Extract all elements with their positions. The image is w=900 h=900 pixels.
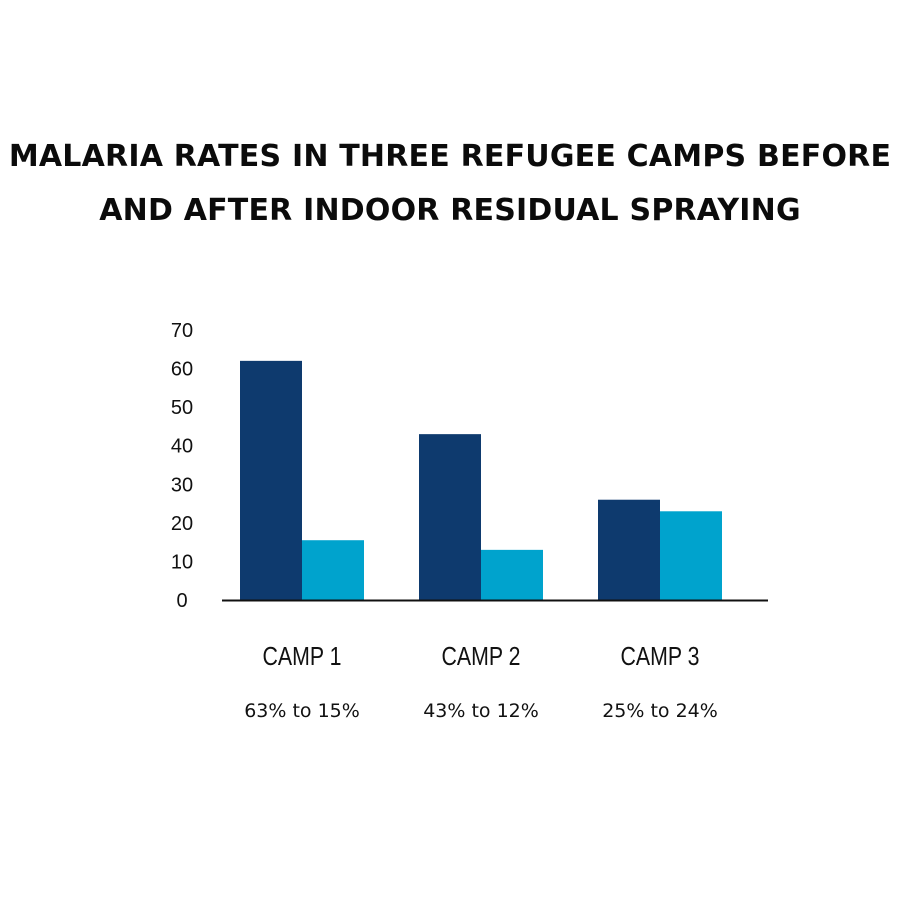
y-tick-label: 30 (171, 474, 193, 496)
category-label: CAMP 2 (442, 642, 521, 672)
category-label: CAMP 3 (621, 642, 700, 672)
bar-after-camp-2 (481, 549, 543, 600)
y-tick-label: 20 (171, 513, 193, 535)
bar-after-camp-1 (302, 540, 364, 600)
y-tick-label: 0 (176, 590, 187, 612)
chart-title-line-1: MALARIA RATES IN THREE REFUGEE CAMPS BEF… (8, 139, 892, 174)
bar-before-camp-3 (598, 499, 660, 600)
chart-title-line-2: AND AFTER INDOOR RESIDUAL SPRAYING (99, 193, 801, 228)
y-tick-label: 40 (171, 436, 193, 458)
camp-change-label: 25% to 24% (602, 700, 718, 722)
bar-before-camp-2 (419, 434, 481, 600)
camp-change-label: 63% to 15% (244, 700, 360, 722)
y-tick-label: 10 (171, 551, 193, 573)
y-tick-label: 70 (171, 320, 193, 342)
bar-after-camp-3 (660, 511, 722, 600)
camp-change-label: 43% to 12% (423, 700, 539, 722)
bar-before-camp-1 (240, 360, 302, 600)
y-tick-label: 50 (171, 397, 193, 419)
y-tick-label: 60 (171, 359, 193, 381)
chart-title: MALARIA RATES IN THREE REFUGEE CAMPS BEF… (0, 130, 900, 238)
category-label: CAMP 1 (263, 642, 342, 672)
